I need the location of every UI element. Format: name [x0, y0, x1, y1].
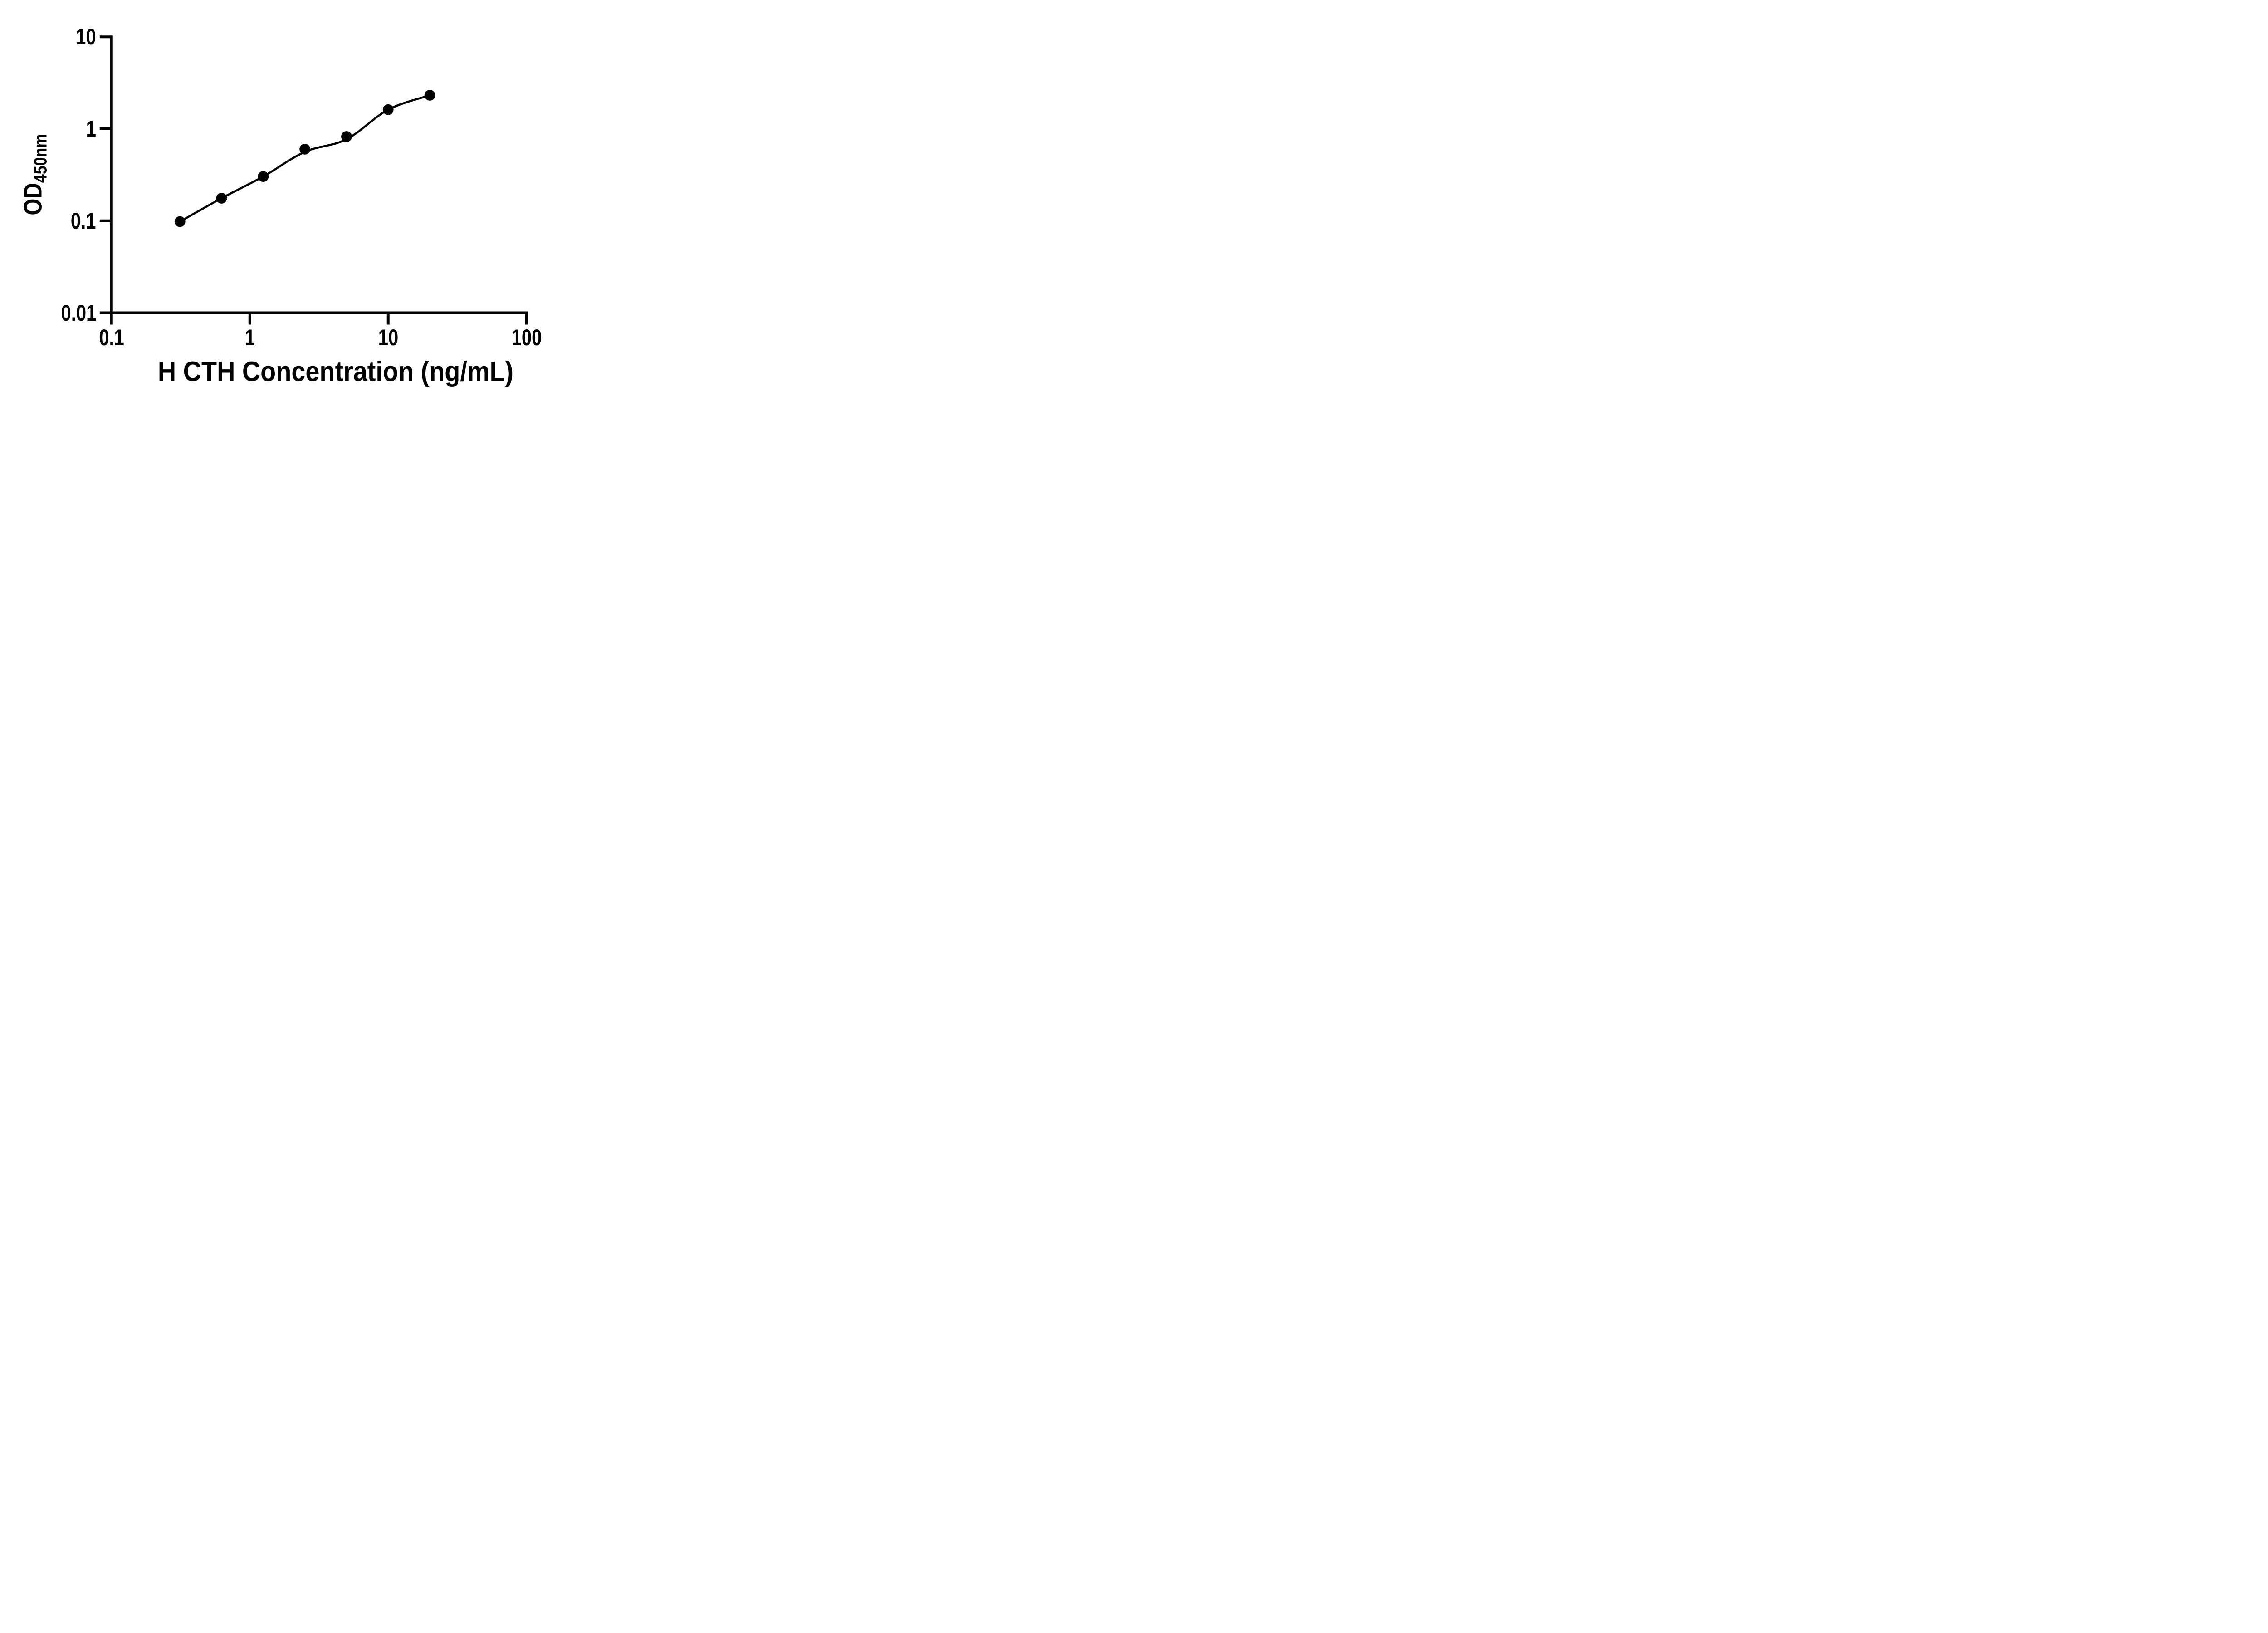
y-tick-label-0.01-text: 0.01: [61, 300, 96, 326]
x-tick-label-10: 10: [376, 326, 401, 349]
y-tick-label-10-text: 10: [76, 24, 97, 50]
x-tick-label-100-text: 100: [511, 325, 542, 350]
data-point-marker-5: [341, 131, 352, 142]
x-tick-label-0.1-text: 0.1: [98, 325, 124, 350]
x-tick-label-1: 1: [244, 326, 256, 349]
x-tick-label-10-text: 10: [378, 325, 399, 350]
data-point-marker-20: [424, 90, 435, 101]
y-tick-label-0.1: 0.1: [64, 210, 96, 232]
data-point-marker-0.3125: [174, 216, 186, 227]
data-point-marker-10: [382, 104, 394, 115]
y-tick-label-10: 10: [71, 24, 97, 50]
elisa-standard-curve-figure: OD450nm H CTH Concentration (ng/mL) 10 1 0…: [0, 0, 583, 408]
data-point-marker-0.625: [216, 193, 227, 204]
x-tick-label-100: 100: [508, 326, 545, 349]
x-tick-label-1-text: 1: [244, 325, 255, 350]
y-axis-title-main: OD: [18, 183, 47, 215]
x-tick-label-0.1: 0.1: [96, 326, 127, 349]
y-tick-label-1: 1: [83, 117, 96, 140]
y-tick-label-0.01: 0.01: [52, 302, 96, 324]
data-point-marker-1.25: [258, 171, 269, 182]
data-point-marker-2.5: [299, 143, 311, 155]
y-tick-label-1-text: 1: [86, 116, 96, 142]
y-axis-title-subscript: 450nm: [30, 134, 51, 183]
x-axis-title-text: H CTH Concentration (ng/mL): [157, 356, 514, 387]
y-tick-label-0.1-text: 0.1: [71, 208, 96, 234]
x-axis-title: H CTH Concentration (ng/mL): [138, 358, 533, 386]
standard-curve-fit-line: [179, 94, 430, 223]
y-axis-title: OD450nm: [18, 127, 51, 223]
plot-area: [99, 35, 528, 325]
